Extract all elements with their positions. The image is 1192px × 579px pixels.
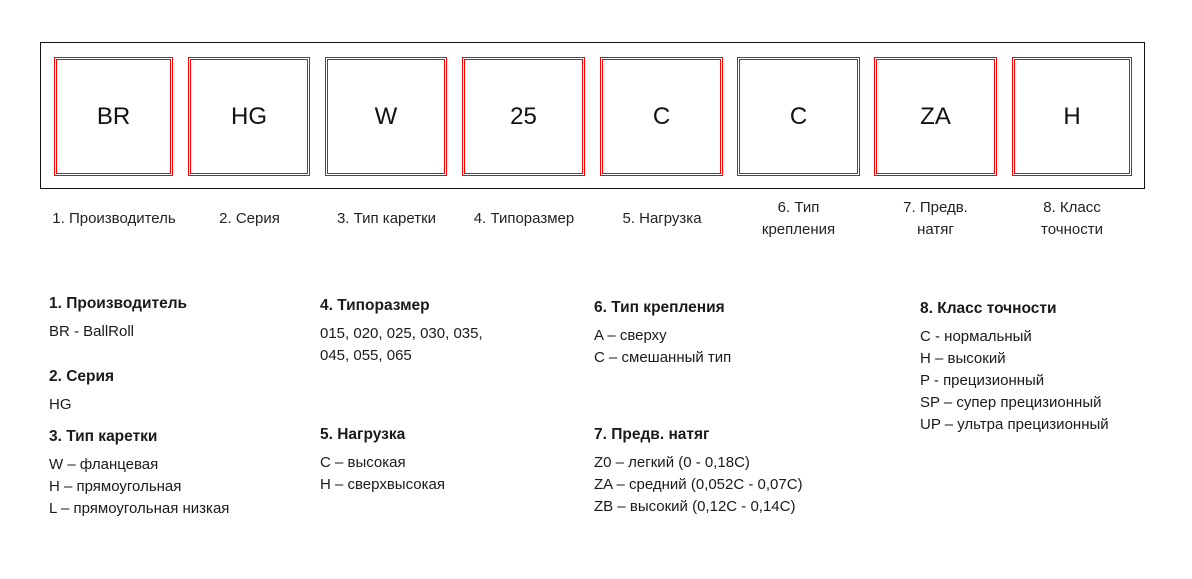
section-item: HG — [49, 396, 72, 413]
code-box: BR — [54, 57, 173, 176]
code-label: 6. Тип крепления — [761, 199, 836, 238]
code-box: W — [325, 57, 447, 176]
code-label: 3. Тип каретки — [336, 210, 437, 227]
section-title: 1. Производитель — [49, 295, 188, 312]
code-box: 25 — [462, 57, 585, 176]
section-item: C – высокая — [320, 454, 406, 471]
code-box: C — [600, 57, 723, 176]
legend-section-s8: 8. Класс точности C - нормальный H – высок… — [920, 298, 1109, 436]
code-box: HG — [188, 57, 310, 176]
code-label: 8. Класс точности — [1041, 199, 1103, 238]
section-title: 8. Класс точности — [920, 300, 1057, 317]
legend-section-s1: 1. Производитель BR - BallRoll — [49, 293, 187, 343]
section-item: ZB – высокий (0,12C - 0,14C) — [594, 498, 796, 515]
section-item: 045, 055, 065 — [320, 347, 412, 364]
section-item: UP – ультра прецизионный — [920, 416, 1109, 433]
code-box: ZA — [874, 57, 997, 176]
section-item: Z0 – легкий (0 - 0,18C) — [594, 454, 750, 471]
section-item: H – сверхвысокая — [320, 476, 445, 493]
section-item: H – высокий — [920, 350, 1006, 367]
code-frame — [40, 42, 1145, 189]
section-title: 7. Предв. натяг — [594, 426, 710, 443]
section-item: L – прямоугольная низкая — [49, 500, 230, 517]
section-title: 3. Тип каретки — [49, 428, 158, 445]
code-box: C — [737, 57, 860, 176]
legend-section-s5: 5. Нагрузка C – высокая H – сверхвысокая — [320, 424, 445, 496]
code-label: 1. Производитель — [52, 210, 176, 227]
section-item: SP – супер прецизионный — [920, 394, 1102, 411]
code-label: 5. Нагрузка — [622, 210, 702, 227]
section-item: W – фланцевая — [49, 456, 159, 473]
section-item: C - нормальный — [920, 328, 1032, 345]
section-item: P - прецизионный — [920, 372, 1045, 389]
code-label: 2. Серия — [219, 210, 280, 227]
code-label: 7. Предв. натяг — [903, 199, 968, 238]
section-item: H – прямоугольная — [49, 478, 182, 495]
section-item: ZA – средний (0,052C - 0,07C) — [594, 476, 803, 493]
legend-section-s7: 7. Предв. натяг Z0 – легкий (0 - 0,18C) ZA… — [594, 424, 803, 518]
legend-section-s6: 6. Тип крепления A – сверху C – смешанный … — [594, 297, 731, 369]
legend-section-s3: 3. Тип каретки W – фланцевая H – прямоугол… — [49, 426, 229, 520]
section-title: 5. Нагрузка — [320, 426, 406, 443]
code-box: H — [1012, 57, 1132, 176]
legend-section-s4: 4. Типоразмер 015, 020, 025, 030, 035, 045… — [320, 295, 483, 367]
section-item: BR - BallRoll — [49, 323, 135, 340]
legend-section-s2: 2. Серия HG — [49, 366, 114, 416]
section-title: 6. Тип крепления — [594, 299, 725, 316]
section-title: 4. Типоразмер — [320, 297, 430, 314]
section-item: A – сверху — [594, 327, 667, 344]
section-item: 015, 020, 025, 030, 035, — [320, 325, 483, 342]
section-item: C – смешанный тип — [594, 349, 732, 366]
section-title: 2. Серия — [49, 368, 115, 385]
code-label: 4. Типоразмер — [473, 210, 575, 227]
